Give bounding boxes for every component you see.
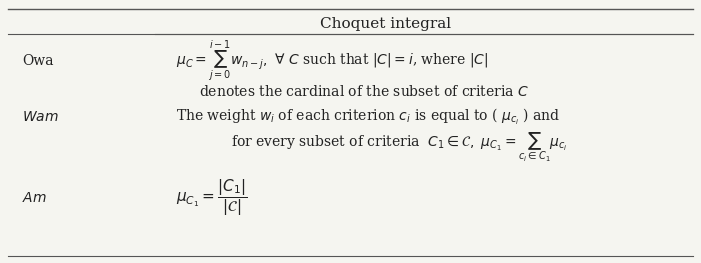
Text: $\mu_C = \sum_{j=0}^{i-1} w_{n-j},\ \forall\ C$ such that $|C| = i$, where $|C|$: $\mu_C = \sum_{j=0}^{i-1} w_{n-j},\ \for… (176, 39, 489, 84)
Text: Owa: Owa (22, 54, 54, 68)
Text: $\mu_{C_1} = \dfrac{|C_1|}{|\mathcal{C}|}$: $\mu_{C_1} = \dfrac{|C_1|}{|\mathcal{C}|… (176, 178, 247, 218)
Text: denotes the cardinal of the subset of criteria $C$: denotes the cardinal of the subset of cr… (199, 84, 529, 99)
Text: $Am$: $Am$ (22, 191, 47, 205)
Text: The weight $w_i$ of each criterion $c_i$ is equal to ( $\mu_{c_i}$ ) and: The weight $w_i$ of each criterion $c_i$… (176, 107, 560, 127)
Text: $Wam$: $Wam$ (22, 110, 59, 124)
Text: Choquet integral: Choquet integral (320, 17, 451, 31)
Text: for every subset of criteria  $C_1 \in \mathcal{C},\ \mu_{C_1} = \sum_{c_i \in C: for every subset of criteria $C_1 \in \m… (231, 130, 568, 164)
